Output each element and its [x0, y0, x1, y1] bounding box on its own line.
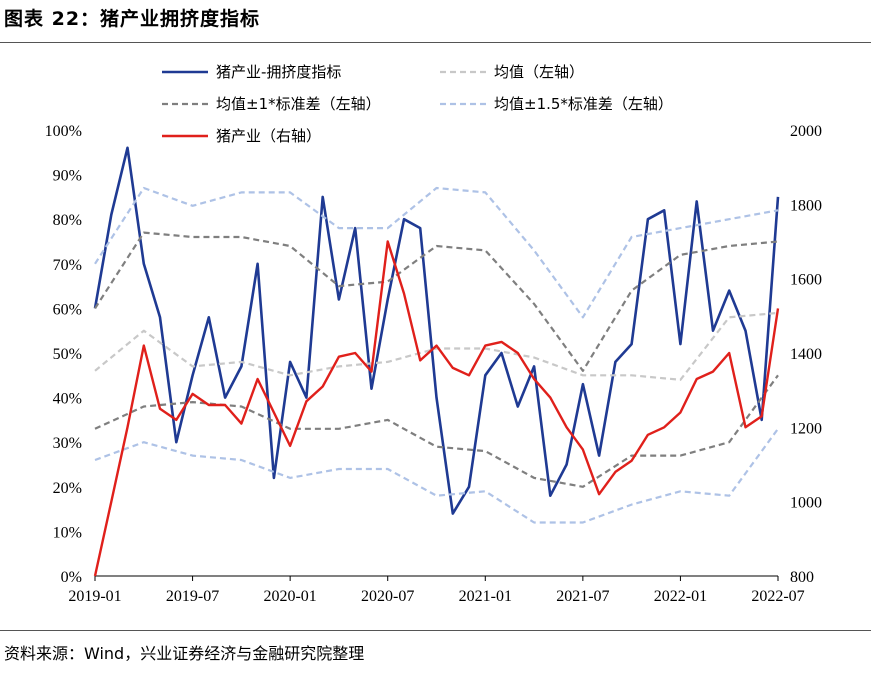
- title-rule: [0, 42, 871, 43]
- series-line-6: [93, 240, 780, 577]
- axes: 2019-01 2019-07 2020-01 2020-07 2021-01 2021-…: [45, 123, 822, 605]
- y-left-tick-label: 60%: [53, 301, 82, 318]
- y-left-tick-label: 80%: [53, 212, 82, 229]
- y-right-tick-label: 2000: [790, 123, 822, 140]
- series-lines: [93, 146, 780, 577]
- y-left-tick-label: 10%: [53, 524, 82, 541]
- y-left-tick-label: 70%: [53, 257, 82, 274]
- legend-label: 均值±1.5*标准差（左轴）: [494, 95, 673, 113]
- x-tick-label: 2020-01: [263, 588, 316, 605]
- x-tick-label: 2022-07: [751, 588, 804, 605]
- legend-label: 猪产业（右轴）: [216, 127, 321, 145]
- series-line-2: [94, 231, 779, 372]
- y-right-tick-label: 1200: [790, 420, 822, 437]
- series-line-1: [94, 311, 779, 381]
- chart-title: 图表 22：猪产业拥挤度指标: [4, 8, 261, 30]
- series-line-0: [93, 146, 780, 515]
- chart-area: 猪产业-拥挤度指标 均值（左轴） 均值±1*标准差（左轴） 均值±1.5*标准差（左轴…: [45, 63, 822, 605]
- series-line-4: [94, 186, 779, 319]
- y-right-tick-label: 1400: [790, 346, 822, 363]
- x-tick-label: 2021-07: [556, 588, 609, 605]
- y-left-tick-label: 90%: [53, 168, 82, 185]
- y-right-tick-label: 1800: [790, 197, 822, 214]
- legend-label: 均值（左轴）: [494, 63, 584, 81]
- y-left-tick-label: 100%: [45, 123, 82, 140]
- y-right-tick-label: 1000: [790, 495, 822, 512]
- y-left-tick-label: 30%: [53, 435, 82, 452]
- legend: 猪产业-拥挤度指标 均值（左轴） 均值±1*标准差（左轴） 均值±1.5*标准差（左轴…: [162, 63, 673, 145]
- y-right-tick-label: 1600: [790, 272, 822, 289]
- y-left-tick-label: 0%: [61, 569, 82, 586]
- y-right-tick-label: 800: [790, 569, 814, 586]
- y-left-tick-label: 40%: [53, 391, 82, 408]
- series-line-3: [94, 374, 779, 488]
- x-tick-label: 2022-01: [654, 588, 707, 605]
- x-tick-label: 2020-07: [361, 588, 414, 605]
- legend-label: 猪产业-拥挤度指标: [216, 63, 341, 81]
- series-line-5: [94, 428, 779, 524]
- x-tick-label: 2019-01: [68, 588, 121, 605]
- y-left-tick-label: 20%: [53, 480, 82, 497]
- x-tick-label: 2019-07: [166, 588, 219, 605]
- source-note: 资料来源：Wind，兴业证券经济与金融研究院整理: [4, 644, 365, 663]
- y-left-tick-label: 50%: [53, 346, 82, 363]
- footer-rule: [0, 630, 871, 631]
- x-tick-label: 2021-01: [459, 588, 512, 605]
- legend-label: 均值±1*标准差（左轴）: [216, 95, 381, 113]
